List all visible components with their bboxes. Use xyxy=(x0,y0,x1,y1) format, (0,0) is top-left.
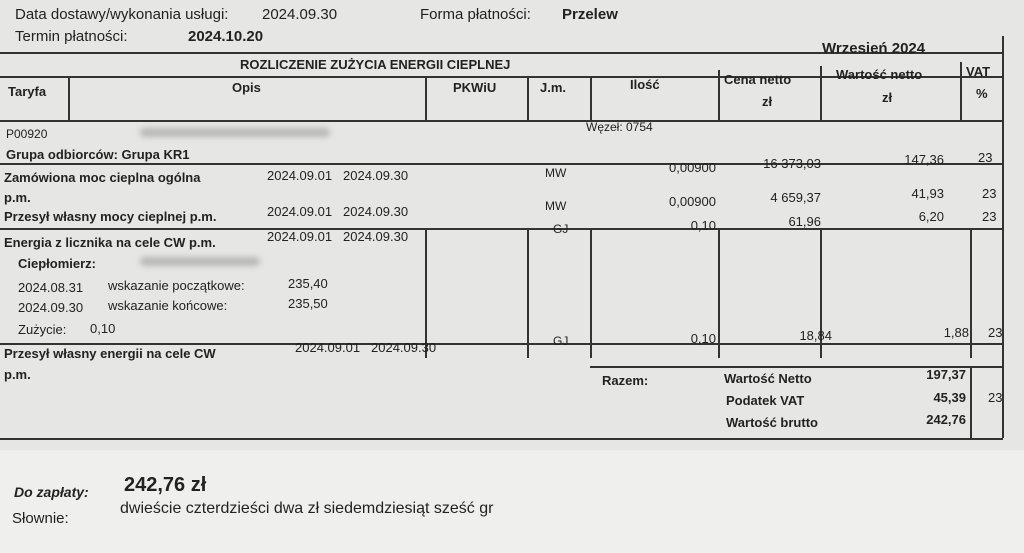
netto-value: 197,37 xyxy=(926,367,966,382)
col-cena-unit: zł xyxy=(762,94,773,109)
amount-in-words: dwieście czterdzieści dwa zł siedemdzies… xyxy=(120,500,494,517)
delivery-date: 2024.09.30 xyxy=(262,6,338,23)
row-to: 2024.09.30 xyxy=(343,168,409,183)
row-description: Zamówiona moc cieplna ogólna xyxy=(4,170,201,185)
row-unit: MW xyxy=(545,166,567,180)
brutto-label: Wartość brutto xyxy=(726,415,818,430)
col-wartosc-unit: zł xyxy=(882,90,893,105)
meter-start-date: 2024.08.31 xyxy=(18,280,84,295)
col-ilosc: Ilość xyxy=(630,77,660,92)
row-to: 2024.09.30 xyxy=(343,229,409,244)
vat-rate: 23 xyxy=(988,390,1003,405)
period: Wrzesień 2024 xyxy=(822,40,926,57)
row-description: Przesył własny mocy cieplnej p.m. xyxy=(4,209,217,224)
usage-label: Zużycie: xyxy=(18,322,67,337)
meter-end-value: 235,50 xyxy=(288,296,328,311)
customer-group: Grupa odbiorców: Grupa KR1 xyxy=(6,147,190,162)
row-description: Energia z licznika na cele CW p.m. xyxy=(4,235,216,250)
redacted-text xyxy=(140,257,260,266)
row-description-cont: p.m. xyxy=(4,367,31,382)
row-vat: 23 xyxy=(982,209,997,224)
row-price: 18,84 xyxy=(799,328,832,343)
row-quantity: 0,10 xyxy=(690,218,716,233)
row-description: Przesył własny energii na cele CW xyxy=(4,346,216,361)
row-vat: 23 xyxy=(978,150,993,165)
brutto-value: 242,76 xyxy=(926,412,966,427)
col-wartosc: Wartość netto xyxy=(836,67,923,82)
row-price: 16 373,03 xyxy=(763,156,821,171)
row-from: 2024.09.01 xyxy=(267,168,333,183)
redacted-text xyxy=(140,128,330,137)
amount-due-label: Do zapłaty: xyxy=(14,484,89,500)
col-pkwiu: PKWiU xyxy=(453,80,497,95)
meter-start-value: 235,40 xyxy=(288,276,328,291)
row-vat: 23 xyxy=(988,325,1003,340)
table-title: ROZLICZENIE ZUŻYCIA ENERGII CIEPLNEJ xyxy=(240,57,511,72)
netto-label: Wartość Netto xyxy=(724,371,812,386)
row-description-cont: p.m. xyxy=(4,190,31,205)
meter-label: Ciepłomierz: xyxy=(18,256,97,271)
row-unit: GJ xyxy=(553,334,569,348)
row-value: 6,20 xyxy=(918,209,944,224)
amount-due: 242,76 zł xyxy=(124,474,207,496)
due-label: Termin płatności: xyxy=(15,28,128,45)
row-value: 41,93 xyxy=(911,186,944,201)
col-cena: Cena netto xyxy=(724,72,792,87)
row-from: 2024.09.01 xyxy=(267,204,333,219)
col-taryfa: Taryfa xyxy=(8,84,47,99)
row-value: 1,88 xyxy=(943,325,969,340)
words-label: Słownie: xyxy=(12,510,69,527)
row-vat: 23 xyxy=(982,186,997,201)
payment-form-label: Forma płatności: xyxy=(420,6,531,23)
row-from: 2024.09.01 xyxy=(267,229,333,244)
node: Węzeł: 0754 xyxy=(586,120,653,134)
tariff-code: P00920 xyxy=(6,127,48,141)
vat-value: 45,39 xyxy=(933,390,966,405)
meter-end-date: 2024.09.30 xyxy=(18,300,84,315)
row-value: 147,36 xyxy=(904,152,944,167)
col-jm: J.m. xyxy=(540,80,567,95)
footer-area xyxy=(0,450,1024,553)
delivery-label: Data dostawy/wykonania usługi: xyxy=(15,6,229,23)
row-price: 4 659,37 xyxy=(770,190,821,205)
row-quantity: 0,00900 xyxy=(669,160,716,175)
meter-end-label: wskazanie końcowe: xyxy=(108,298,228,313)
totals-label: Razem: xyxy=(602,373,649,388)
row-unit: GJ xyxy=(553,222,569,236)
col-opis: Opis xyxy=(232,80,261,95)
row-quantity: 0,00900 xyxy=(669,194,716,209)
row-from: 2024.09.01 xyxy=(295,340,361,355)
row-quantity: 0,10 xyxy=(690,331,716,346)
payment-form: Przelew xyxy=(562,6,618,23)
row-to: 2024.09.30 xyxy=(371,340,437,355)
usage-value: 0,10 xyxy=(90,321,116,336)
row-price: 61,96 xyxy=(788,214,821,229)
row-to: 2024.09.30 xyxy=(343,204,409,219)
vat-label: Podatek VAT xyxy=(726,393,805,408)
col-vat: VAT xyxy=(966,64,991,79)
meter-start-label: wskazanie początkowe: xyxy=(108,278,245,293)
due-date: 2024.10.20 xyxy=(188,28,264,45)
row-unit: MW xyxy=(545,199,567,213)
col-vat-unit: % xyxy=(976,86,988,101)
